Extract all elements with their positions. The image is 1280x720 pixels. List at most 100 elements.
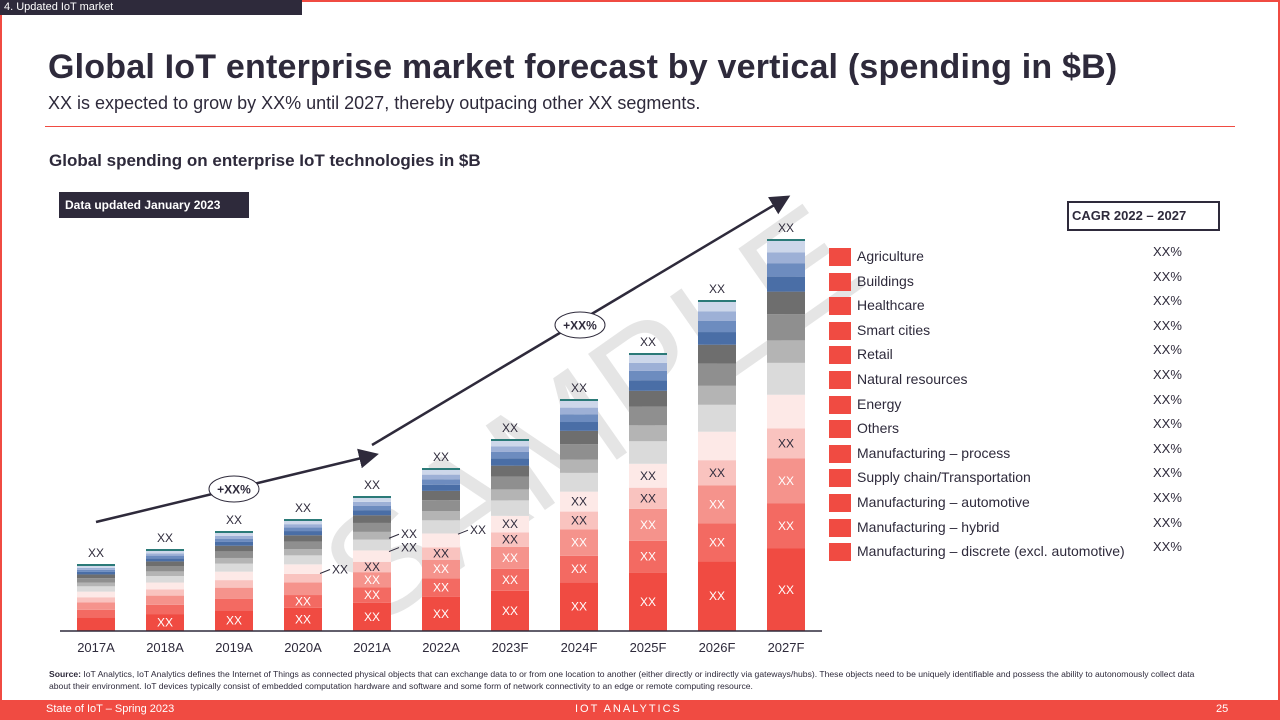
bar-segment <box>77 578 115 583</box>
segment-value-label: XX <box>640 491 656 505</box>
bar-segment <box>215 533 253 536</box>
segment-value-label: XX <box>709 535 725 549</box>
bar-segment <box>77 597 115 603</box>
legend-cagr: XX% <box>1153 440 1182 456</box>
bar-segment <box>767 428 805 459</box>
bar-segment <box>767 276 805 292</box>
segment-value-label: XX <box>571 495 587 509</box>
x-tick-label: 2027F <box>768 640 805 655</box>
bar-segment <box>491 446 529 452</box>
bar-segment <box>698 344 736 364</box>
legend-cagr: XX% <box>1153 317 1182 333</box>
bar-segment <box>353 531 391 540</box>
legend-swatch <box>829 321 851 340</box>
legend-label: Smart cities <box>857 321 931 338</box>
bar-segment <box>353 515 391 523</box>
bar-segment <box>77 569 115 572</box>
footer-report-title: State of IoT – Spring 2023 <box>46 703 175 715</box>
bar-segment <box>284 521 322 525</box>
legend-item: Healthcare XX% <box>829 293 1269 319</box>
bar-segment <box>146 589 184 596</box>
bar-segment <box>215 545 253 552</box>
segment-value-label: XX <box>571 600 587 614</box>
bar-segment <box>77 586 115 592</box>
bar-segment <box>560 582 598 631</box>
legend-swatch <box>829 248 851 266</box>
segment-value-label: XX <box>433 607 449 621</box>
bar-segment <box>77 567 115 570</box>
bar-segment <box>353 539 391 551</box>
x-tick-label: 2024F <box>561 640 598 655</box>
source-label: Source: <box>49 669 81 679</box>
bar-segment <box>146 551 184 554</box>
x-tick-label: 2023F <box>492 640 529 655</box>
bar-segment <box>491 458 529 466</box>
bar-segment <box>146 604 184 615</box>
legend-label: Supply chain/Transportation <box>857 469 1031 486</box>
source-text: IoT Analytics, IoT Analytics defines the… <box>49 669 1195 691</box>
legend-label: Manufacturing – process <box>857 444 1011 461</box>
legend-swatch <box>829 543 851 562</box>
bar-segment <box>146 566 184 572</box>
slide-subtitle: XX is expected to grow by XX% until 2027… <box>48 93 701 113</box>
bar-segment <box>146 553 184 556</box>
bar-segment <box>767 252 805 264</box>
bar-segment <box>767 291 805 315</box>
bar-segment <box>629 406 667 426</box>
legend-item: Agriculture XX% <box>829 244 1269 270</box>
segment-value-label: XX <box>226 614 242 628</box>
bar-segment <box>491 546 529 569</box>
bar-segment <box>353 561 391 573</box>
bar-total-label: XX <box>571 381 587 395</box>
bar-segment <box>698 431 736 461</box>
bar-segment <box>284 535 322 542</box>
callout-leader <box>319 569 331 574</box>
bar-top-marker <box>146 549 184 551</box>
bar-top-marker <box>422 468 460 470</box>
x-tick-label: 2025F <box>630 640 667 655</box>
bar-segment <box>560 511 598 530</box>
callout-value-label: XX <box>470 523 486 537</box>
legend-cagr: XX% <box>1153 539 1182 555</box>
bar-segment <box>491 441 529 447</box>
x-tick-label: 2020A <box>284 640 322 655</box>
segment-value-label: XX <box>364 588 380 602</box>
bar-segment <box>767 458 805 504</box>
bar-segment <box>422 511 460 521</box>
bar-segment <box>698 561 736 631</box>
bar-segment <box>560 491 598 512</box>
bar-total-label: XX <box>364 478 380 492</box>
legend-cagr: XX% <box>1153 465 1182 481</box>
legend-swatch <box>829 493 851 512</box>
bar-top-marker <box>284 519 322 521</box>
legend-label: Natural resources <box>857 370 968 387</box>
segment-value-label: XX <box>778 583 794 597</box>
segment-value-label: XX <box>571 536 587 550</box>
bar-total-label: XX <box>502 421 518 435</box>
bar-segment <box>560 414 598 423</box>
bar-segment <box>284 582 322 596</box>
bar-segment <box>560 529 598 556</box>
segment-value-label: XX <box>295 612 311 626</box>
bar-segment <box>215 551 253 558</box>
bar-segment <box>353 522 391 532</box>
bar-segment <box>146 555 184 559</box>
x-tick-label: 2018A <box>146 640 184 655</box>
section-tag: 4. Updated IoT market <box>0 0 302 15</box>
bar-segment <box>77 566 115 568</box>
segment-value-label: XX <box>640 550 656 564</box>
bar-segment <box>146 561 184 566</box>
legend-swatch <box>829 420 851 439</box>
bar-segment <box>767 548 805 631</box>
bar-segment <box>422 479 460 485</box>
legend-swatch <box>829 444 851 463</box>
segment-value-label: XX <box>157 616 173 630</box>
bar-segment <box>77 591 115 598</box>
bar-segment <box>353 602 391 631</box>
bar-segment <box>629 362 667 371</box>
bar-segment <box>422 520 460 534</box>
legend-item: Energy XX% <box>829 392 1269 418</box>
callout-value-label: XX <box>401 527 417 541</box>
bar-segment <box>560 430 598 445</box>
x-tick-label: 2019A <box>215 640 253 655</box>
